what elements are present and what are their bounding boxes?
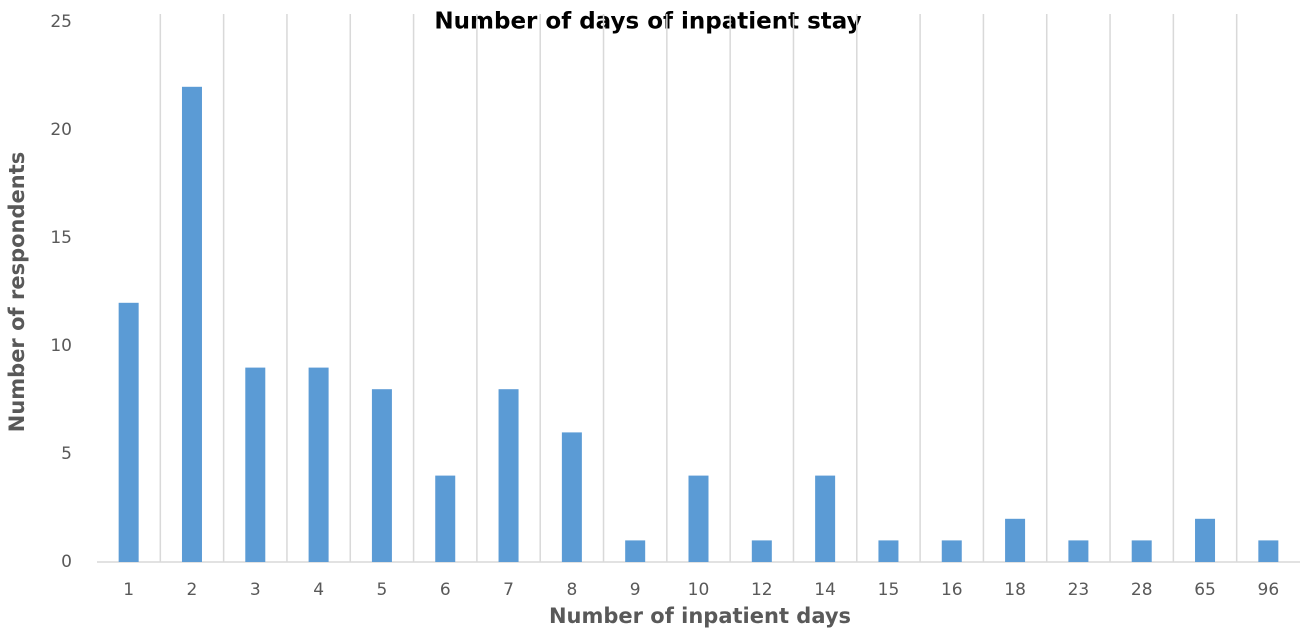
bar <box>371 389 392 562</box>
y-tick-label: 10 <box>50 336 72 356</box>
x-tick-label: 28 <box>1131 580 1153 600</box>
bar <box>181 86 202 563</box>
bar <box>688 475 709 562</box>
bar <box>498 389 519 562</box>
x-tick-label: 65 <box>1194 580 1216 600</box>
x-tick-label: 10 <box>688 580 710 600</box>
y-tick-label: 15 <box>50 228 72 248</box>
bar <box>561 432 582 562</box>
x-tick-label: 8 <box>566 580 577 600</box>
x-tick-label: 15 <box>878 580 900 600</box>
x-tick-label: 12 <box>751 580 773 600</box>
x-tick-label: 1 <box>123 580 134 600</box>
bar <box>1131 540 1152 562</box>
x-tick-label: 18 <box>1004 580 1026 600</box>
y-axis-title: Number of respondents <box>5 152 29 433</box>
y-tick-label: 0 <box>61 552 72 572</box>
bar <box>815 475 836 562</box>
bar <box>1195 518 1216 562</box>
y-tick-label: 5 <box>61 444 72 464</box>
bar <box>435 475 456 562</box>
chart-title: Number of days of inpatient stay <box>434 9 861 35</box>
y-tick-label: 20 <box>50 120 72 140</box>
x-tick-label: 23 <box>1068 580 1090 600</box>
bar <box>941 540 962 562</box>
x-tick-label: 14 <box>814 580 836 600</box>
x-tick-label: 96 <box>1258 580 1280 600</box>
bar <box>878 540 899 562</box>
bar <box>118 302 139 562</box>
y-tick-label: 25 <box>50 12 72 32</box>
x-tick-label: 16 <box>941 580 963 600</box>
x-tick-label: 2 <box>187 580 198 600</box>
x-tick-label: 6 <box>440 580 451 600</box>
bar <box>751 540 772 562</box>
x-tick-label: 9 <box>630 580 641 600</box>
bar <box>245 367 266 562</box>
bar <box>625 540 646 562</box>
bar <box>1005 518 1026 562</box>
x-tick-label: 7 <box>503 580 514 600</box>
bar <box>308 367 329 562</box>
bar <box>1068 540 1089 562</box>
x-tick-label: 5 <box>377 580 388 600</box>
bar <box>1258 540 1279 562</box>
x-tick-label: 4 <box>313 580 324 600</box>
x-axis-title: Number of inpatient days <box>549 604 851 628</box>
x-tick-label: 3 <box>250 580 261 600</box>
